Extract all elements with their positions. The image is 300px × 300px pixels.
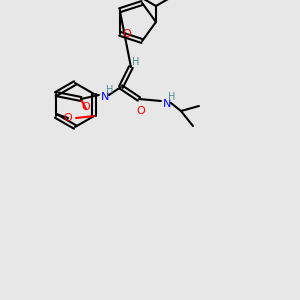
Text: O: O (122, 29, 131, 39)
Text: H: H (168, 92, 175, 102)
Text: N: N (101, 92, 109, 102)
Text: O: O (82, 102, 90, 112)
Text: H: H (106, 85, 114, 95)
Text: O: O (64, 113, 72, 123)
Text: O: O (136, 106, 145, 116)
Text: H: H (132, 57, 140, 67)
Text: N: N (163, 99, 171, 109)
